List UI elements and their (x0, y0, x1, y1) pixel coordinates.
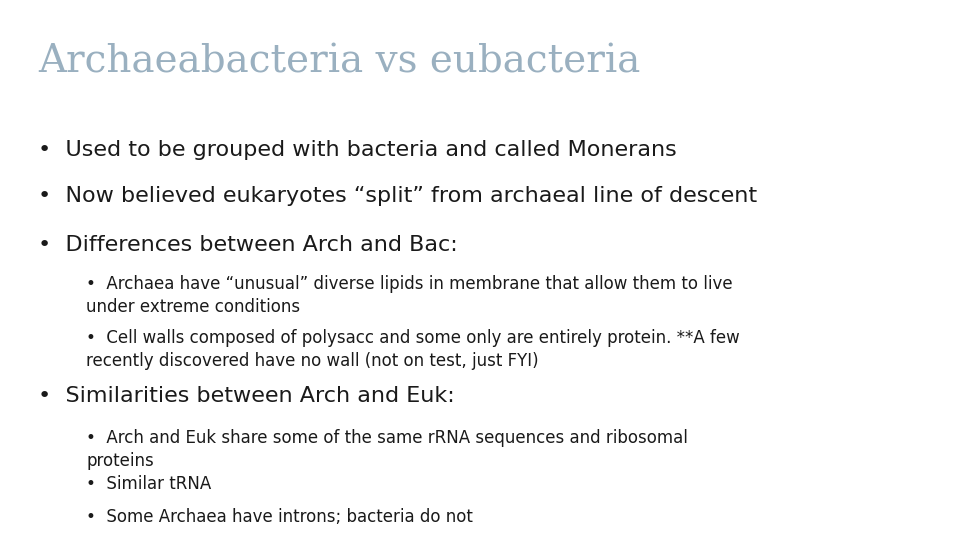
Text: •  Cell walls composed of polysacc and some only are entirely protein. **A few
r: • Cell walls composed of polysacc and so… (86, 329, 740, 369)
Text: •  Similar tRNA: • Similar tRNA (86, 475, 211, 493)
Text: Archaeabacteria vs eubacteria: Archaeabacteria vs eubacteria (38, 43, 640, 80)
Text: •  Archaea have “unusual” diverse lipids in membrane that allow them to live
und: • Archaea have “unusual” diverse lipids … (86, 275, 733, 315)
Text: •  Some Archaea have introns; bacteria do not: • Some Archaea have introns; bacteria do… (86, 508, 473, 525)
Text: •  Differences between Arch and Bac:: • Differences between Arch and Bac: (38, 235, 458, 255)
Text: •  Now believed eukaryotes “split” from archaeal line of descent: • Now believed eukaryotes “split” from a… (38, 186, 757, 206)
Text: •  Arch and Euk share some of the same rRNA sequences and ribosomal
proteins: • Arch and Euk share some of the same rR… (86, 429, 688, 469)
Text: •  Similarities between Arch and Euk:: • Similarities between Arch and Euk: (38, 386, 455, 406)
Text: •  Used to be grouped with bacteria and called Monerans: • Used to be grouped with bacteria and c… (38, 140, 677, 160)
